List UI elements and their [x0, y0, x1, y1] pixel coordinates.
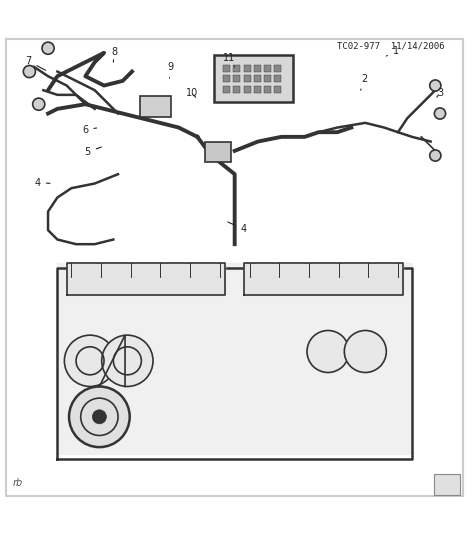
Text: 3: 3 — [437, 88, 443, 97]
Circle shape — [102, 335, 153, 386]
Bar — [264, 75, 271, 82]
Text: 2: 2 — [361, 73, 367, 90]
Bar — [254, 65, 261, 72]
Text: 1: 1 — [386, 45, 399, 56]
Bar — [254, 75, 261, 82]
Polygon shape — [57, 263, 412, 454]
Bar — [223, 75, 230, 82]
Circle shape — [92, 410, 106, 424]
Text: 7: 7 — [25, 56, 46, 70]
Circle shape — [344, 331, 386, 372]
Circle shape — [33, 98, 45, 110]
Text: 8: 8 — [111, 47, 118, 62]
Circle shape — [69, 386, 130, 447]
Bar — [223, 65, 230, 72]
FancyBboxPatch shape — [140, 96, 171, 117]
Bar — [254, 86, 261, 93]
Bar — [244, 65, 251, 72]
FancyBboxPatch shape — [214, 55, 293, 102]
Text: 9: 9 — [167, 62, 173, 78]
Bar — [274, 86, 282, 93]
Polygon shape — [67, 263, 225, 295]
Text: 5: 5 — [84, 147, 101, 157]
Circle shape — [23, 65, 36, 78]
Text: rb: rb — [13, 478, 23, 488]
Circle shape — [307, 331, 349, 372]
Circle shape — [434, 108, 446, 119]
Circle shape — [42, 42, 54, 54]
Text: 6: 6 — [82, 125, 97, 135]
Bar — [233, 86, 240, 93]
Text: TC02-977  11/14/2006: TC02-977 11/14/2006 — [337, 41, 445, 50]
Bar — [233, 65, 240, 72]
Text: 4: 4 — [228, 222, 247, 234]
Bar — [244, 86, 251, 93]
Circle shape — [64, 335, 116, 386]
Bar — [274, 75, 282, 82]
FancyBboxPatch shape — [6, 39, 463, 496]
Bar — [233, 75, 240, 82]
Text: 4: 4 — [35, 178, 50, 188]
Text: 11: 11 — [223, 54, 235, 67]
Polygon shape — [244, 263, 402, 295]
Circle shape — [430, 80, 441, 91]
Bar — [264, 86, 271, 93]
Bar — [244, 75, 251, 82]
FancyBboxPatch shape — [434, 474, 460, 495]
Text: 10: 10 — [186, 88, 198, 97]
Bar — [274, 65, 282, 72]
FancyBboxPatch shape — [205, 142, 231, 162]
Bar — [264, 65, 271, 72]
Circle shape — [430, 150, 441, 161]
Bar — [223, 86, 230, 93]
